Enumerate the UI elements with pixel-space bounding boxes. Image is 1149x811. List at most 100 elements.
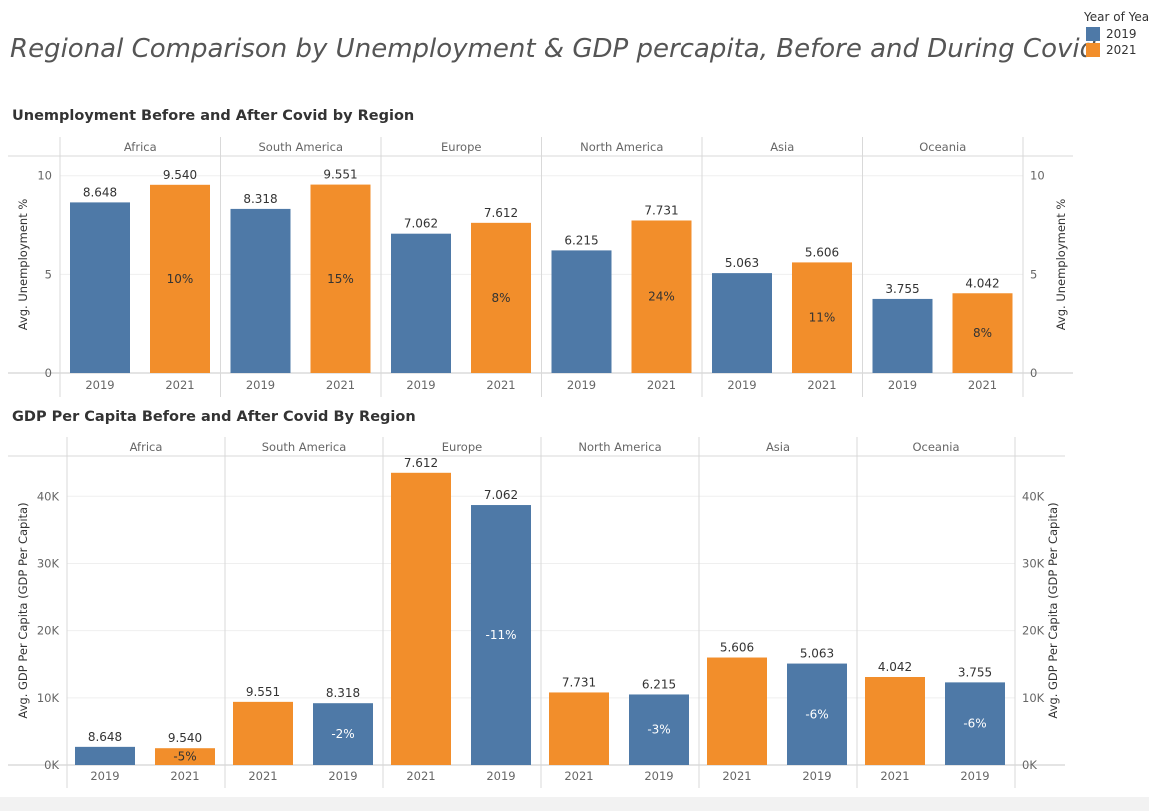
pct-change-label: -6% xyxy=(963,717,986,731)
x-tick-label: 2019 xyxy=(246,378,275,392)
data-label: 8.318 xyxy=(326,686,360,700)
data-label: 8.648 xyxy=(83,185,117,199)
bar-2019 xyxy=(391,233,451,373)
region-header: Asia xyxy=(766,440,790,454)
x-tick-label: 2019 xyxy=(960,769,989,783)
y-tick-label-left: 5 xyxy=(45,267,52,281)
pct-change-label: 8% xyxy=(973,326,992,340)
y-tick-label-left: 20K xyxy=(37,624,60,638)
bar-2021 xyxy=(549,692,609,765)
y-tick-label-right: 10K xyxy=(1022,691,1045,705)
bar-2021 xyxy=(155,748,215,765)
y-tick-label-right: 0 xyxy=(1030,366,1037,380)
legend: Year of Year 2019 2021 xyxy=(1084,10,1149,57)
bar-2019 xyxy=(872,298,933,373)
y-axis-title-right: Avg. GDP Per Capita (GDP Per Capita) xyxy=(1046,502,1060,718)
data-label: 7.612 xyxy=(404,456,438,470)
legend-swatch-2019 xyxy=(1086,27,1100,41)
y-tick-label-right: 40K xyxy=(1022,489,1045,503)
region-header: Africa xyxy=(130,440,163,454)
x-tick-label: 2021 xyxy=(170,769,199,783)
region-header: South America xyxy=(258,140,343,154)
data-label: 5.606 xyxy=(805,245,839,259)
region-header: Oceania xyxy=(919,140,966,154)
x-tick-label: 2019 xyxy=(406,378,435,392)
x-tick-label: 2021 xyxy=(968,378,997,392)
y-tick-label-right: 30K xyxy=(1022,556,1045,570)
y-tick-label-left: 40K xyxy=(37,489,60,503)
data-label: 8.318 xyxy=(243,192,277,206)
pct-change-label: -5% xyxy=(173,750,196,764)
x-tick-label: 2021 xyxy=(722,769,751,783)
bar-2021 xyxy=(865,677,925,765)
x-tick-label: 2019 xyxy=(888,378,917,392)
y-tick-label-right: 5 xyxy=(1030,267,1037,281)
data-label: 8.648 xyxy=(88,730,122,744)
bar-2021 xyxy=(792,262,852,373)
region-header: Africa xyxy=(124,140,157,154)
pct-change-label: 15% xyxy=(327,272,354,286)
x-tick-label: 2019 xyxy=(567,378,596,392)
bar-2021 xyxy=(150,184,210,373)
bar-2019 xyxy=(712,273,772,373)
data-label: 7.062 xyxy=(484,488,518,502)
region-header: North America xyxy=(578,440,661,454)
x-tick-label: 2021 xyxy=(647,378,676,392)
x-tick-label: 2021 xyxy=(486,378,515,392)
data-label: 6.215 xyxy=(564,233,598,247)
x-tick-label: 2019 xyxy=(727,378,756,392)
data-label: 5.063 xyxy=(725,256,759,270)
x-tick-label: 2021 xyxy=(326,378,355,392)
y-tick-label-right: 10 xyxy=(1030,169,1045,183)
region-header: Oceania xyxy=(912,440,959,454)
data-label: 9.551 xyxy=(323,168,357,182)
data-label: 6.215 xyxy=(642,677,676,691)
y-tick-label-left: 30K xyxy=(37,556,60,570)
bar-2021 xyxy=(391,472,451,765)
page-title: Regional Comparison by Unemployment & GD… xyxy=(10,34,1097,64)
y-tick-label-left: 0K xyxy=(44,758,59,772)
data-label: 7.062 xyxy=(404,217,438,231)
x-tick-label: 2019 xyxy=(328,769,357,783)
gdp-chart: GDP Per Capita Before and After Covid By… xyxy=(8,409,1065,788)
bar-2019 xyxy=(945,682,1005,765)
data-label: 3.755 xyxy=(885,282,919,296)
bar-2021 xyxy=(310,184,371,373)
data-label: 9.551 xyxy=(246,685,280,699)
bar-2021 xyxy=(707,657,767,765)
region-header: Europe xyxy=(442,440,482,454)
x-tick-label: 2021 xyxy=(406,769,435,783)
y-axis-title-left: Avg. GDP Per Capita (GDP Per Capita) xyxy=(16,502,30,718)
y-tick-label-left: 0 xyxy=(45,366,52,380)
footer-bar xyxy=(0,797,1149,811)
legend-label-2021: 2021 xyxy=(1106,43,1137,57)
legend-swatch-2021 xyxy=(1086,43,1100,57)
bar-2021 xyxy=(631,220,692,373)
x-tick-label: 2021 xyxy=(165,378,194,392)
bar-2019 xyxy=(629,694,689,765)
pct-change-label: 10% xyxy=(167,272,194,286)
bar-2019 xyxy=(70,202,130,373)
unemployment-chart: Unemployment Before and After Covid by R… xyxy=(8,108,1073,397)
y-axis-title-left: Avg. Unemployment % xyxy=(16,199,30,331)
data-label: 5.606 xyxy=(720,641,754,655)
x-tick-label: 2021 xyxy=(880,769,909,783)
data-label: 7.731 xyxy=(644,203,678,217)
bar-2019 xyxy=(230,208,291,373)
pct-change-label: -2% xyxy=(331,727,354,741)
y-axis-title-right: Avg. Unemployment % xyxy=(1054,199,1068,331)
region-header: Asia xyxy=(770,140,794,154)
legend-label-2019: 2019 xyxy=(1106,27,1137,41)
bar-2019 xyxy=(787,663,847,765)
y-tick-label-right: 20K xyxy=(1022,624,1045,638)
bar-2019 xyxy=(471,505,531,765)
data-label: 5.063 xyxy=(800,647,834,661)
data-label: 4.042 xyxy=(878,660,912,674)
legend-item-2019[interactable]: 2019 xyxy=(1086,27,1149,41)
x-tick-label: 2019 xyxy=(802,769,831,783)
legend-item-2021[interactable]: 2021 xyxy=(1086,43,1149,57)
pct-change-label: -3% xyxy=(647,723,670,737)
x-tick-label: 2019 xyxy=(644,769,673,783)
data-label: 7.612 xyxy=(484,206,518,220)
bar-2019 xyxy=(75,746,135,765)
